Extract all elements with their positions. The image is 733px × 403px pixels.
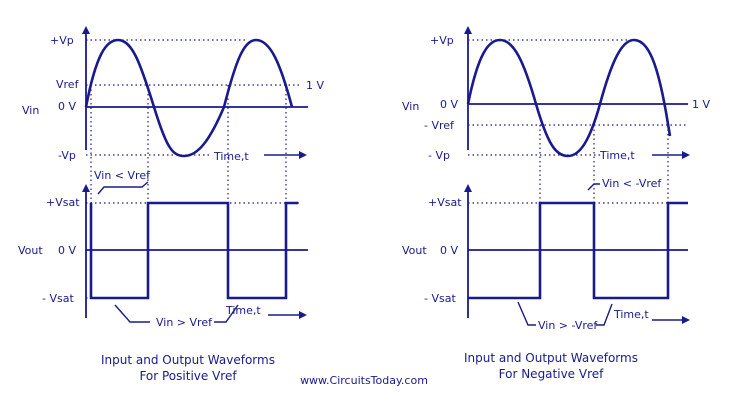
right-input-zero-label: 0 V [440, 98, 458, 111]
left-note-gt-label: Vin > Vref [156, 316, 213, 329]
right-minus-vref-label: - Vref [424, 119, 455, 132]
left-caption-line2: For Positive Vref [139, 369, 237, 383]
left-plus-vsat-label: +Vsat [46, 196, 80, 209]
right-note-lt-leader [587, 183, 600, 191]
right-vout-label: Vout [402, 244, 427, 257]
left-input-time-label: Time,t [213, 150, 249, 163]
right-caption-line1: Input and Output Waveforms [464, 351, 638, 365]
left-note-gt-leader-a [114, 304, 150, 323]
left-input-sine-wave [84, 38, 294, 158]
left-plus-vp-label: +Vp [50, 34, 74, 47]
left-minus-vsat-label: - Vsat [42, 292, 74, 305]
left-panel: +Vp Vref 1 V Vin 0 V -Vp Time,t Vin < Vr… [18, 26, 324, 383]
left-output-zero-label: 0 V [58, 244, 76, 257]
right-note-gt-leader-b [596, 303, 613, 326]
right-note-lt-label: Vin < -Vref [602, 177, 662, 190]
right-caption-line2: For Negative Vref [499, 367, 604, 381]
right-note-gt-label: Vin > -Vref [538, 319, 598, 332]
left-note-gt-leader-b [214, 304, 239, 323]
left-note-lt-leader [97, 181, 149, 195]
left-one-volt-label: 1 V [306, 79, 324, 92]
right-output-time-label: Time,t [613, 308, 649, 321]
right-vin-label: Vin [402, 100, 419, 113]
right-one-volt-label: 1 V [692, 98, 710, 111]
right-minus-vsat-label: - Vsat [424, 292, 456, 305]
right-input-time-label: Time,t [599, 149, 635, 162]
left-vin-label: Vin [22, 104, 39, 117]
right-panel: +Vp Vin 0 V 1 V - Vref - Vp Time,t Vin <… [402, 26, 710, 381]
right-plus-vsat-label: +Vsat [428, 196, 462, 209]
right-input-sine-wave [466, 38, 672, 158]
left-vref-label: Vref [56, 78, 80, 91]
right-output-square-wave [468, 201, 688, 300]
left-minus-vp-label: -Vp [58, 149, 76, 162]
left-caption-line1: Input and Output Waveforms [101, 353, 275, 367]
left-output-time-label: Time,t [225, 304, 261, 317]
left-vout-label: Vout [18, 244, 43, 257]
left-output-square-wave [89, 201, 298, 300]
right-minus-vp-label: - Vp [428, 149, 450, 162]
right-plus-vp-label: +Vp [430, 34, 454, 47]
left-note-lt-label: Vin < Vref [94, 169, 151, 182]
source-credit: www.CircuitsToday.com [300, 374, 428, 387]
right-note-gt-leader-a [517, 301, 536, 326]
left-input-zero-label: 0 V [58, 100, 76, 113]
right-output-zero-label: 0 V [440, 244, 458, 257]
